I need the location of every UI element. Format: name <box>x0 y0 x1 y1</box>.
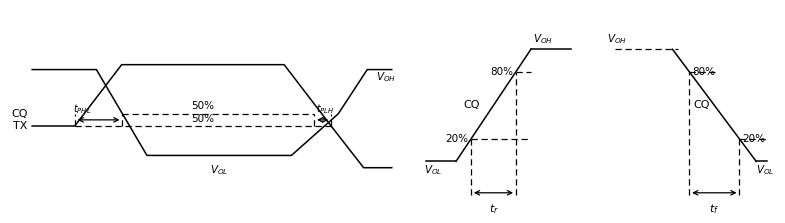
Text: 50%: 50% <box>192 114 214 124</box>
Text: 50%: 50% <box>192 101 214 111</box>
Text: 20%: 20% <box>742 134 765 144</box>
Text: TX: TX <box>13 121 27 131</box>
Text: CQ: CQ <box>463 100 480 110</box>
Text: $V_{OH}$: $V_{OH}$ <box>534 32 553 46</box>
Text: $V_{OL}$: $V_{OL}$ <box>210 163 228 177</box>
Text: 80%: 80% <box>692 67 715 77</box>
Text: 80%: 80% <box>491 67 513 77</box>
Text: 20%: 20% <box>446 134 469 144</box>
Text: $t_{PHL}$: $t_{PHL}$ <box>73 102 91 116</box>
Text: $V_{OL}$: $V_{OL}$ <box>756 164 775 178</box>
Text: $V_{OH}$: $V_{OH}$ <box>376 70 396 84</box>
Text: CQ: CQ <box>693 100 710 110</box>
Text: $t_{PLH}$: $t_{PLH}$ <box>316 102 334 116</box>
Text: $V_{OH}$: $V_{OH}$ <box>607 32 627 46</box>
Text: $t_r$: $t_r$ <box>488 202 498 216</box>
Text: CQ: CQ <box>11 109 27 119</box>
Text: $t_f$: $t_f$ <box>710 202 719 216</box>
Text: $V_{OL}$: $V_{OL}$ <box>424 164 442 178</box>
